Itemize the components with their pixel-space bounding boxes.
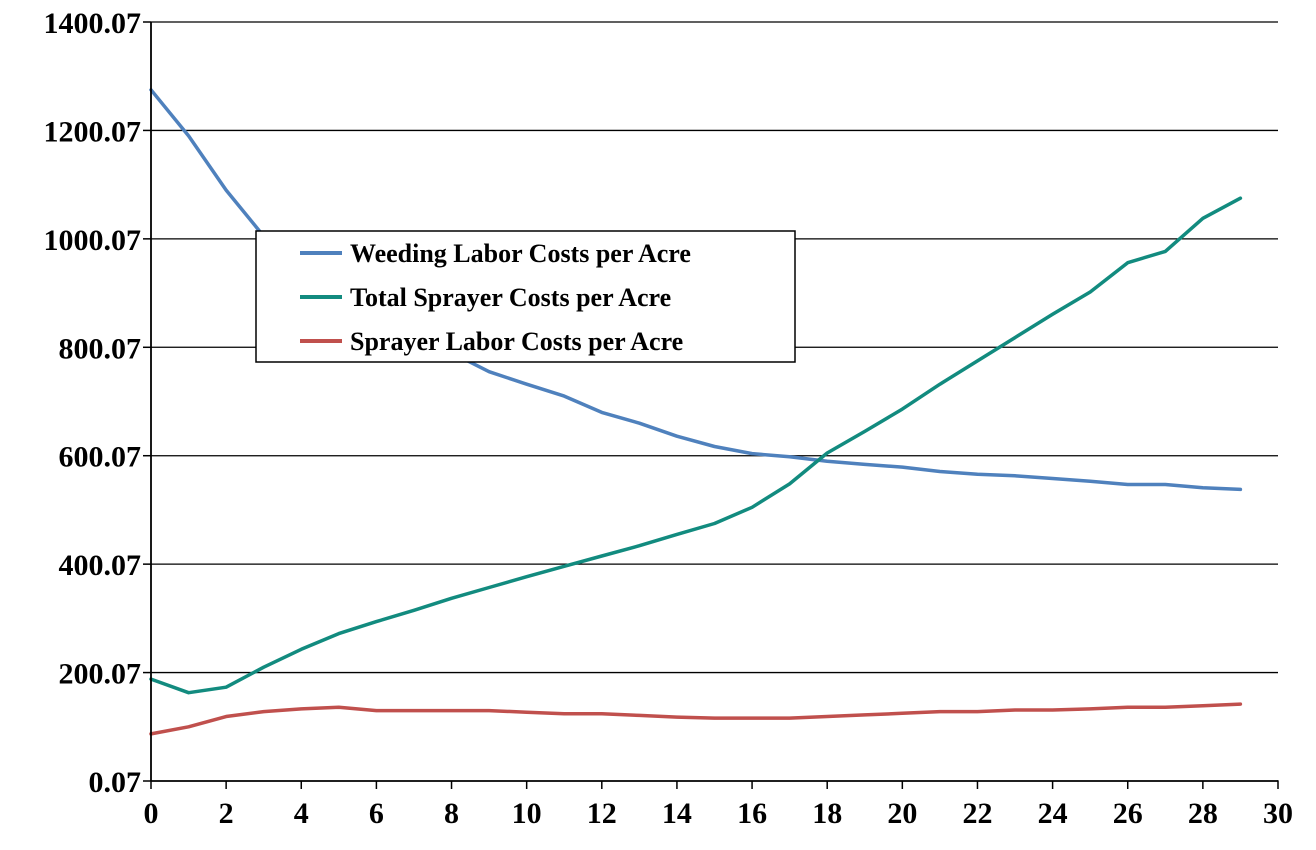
y-tick-label: 200.07 [59,658,142,691]
legend-label-total-sprayer: Total Sprayer Costs per Acre [350,283,671,312]
x-tick-label: 6 [369,797,384,830]
y-tick-label: 1000.07 [44,224,142,257]
series-line-sprayer-labor [149,702,1243,736]
x-tick-label: 20 [887,797,917,830]
legend-label-sprayer-labor: Sprayer Labor Costs per Acre [350,327,683,356]
legend-label-weeding: Weeding Labor Costs per Acre [350,239,691,268]
x-tick-label: 26 [1113,797,1143,830]
x-tick-label: 2 [219,797,234,830]
x-tick-label: 30 [1263,797,1293,830]
x-tick-label: 8 [444,797,459,830]
x-tick-label: 16 [737,797,767,830]
y-tick-label: 400.07 [59,549,142,582]
legend: Weeding Labor Costs per Acre Total Spray… [255,230,796,363]
series-line-total-sprayer [149,196,1243,695]
x-tick-label: 24 [1038,797,1068,830]
y-tick-label: 600.07 [59,441,142,474]
x-tick-label: 18 [812,797,842,830]
y-tick-label: 1200.07 [44,115,142,148]
y-tick-label: 1400.07 [44,7,142,40]
x-tick-label: 0 [144,797,159,830]
series-lines [149,88,1243,736]
x-tick-label: 4 [294,797,309,830]
x-tick-label: 10 [512,797,542,830]
x-tick-label: 12 [587,797,617,830]
x-tick-label: 14 [662,797,692,830]
y-tick-label: 800.07 [59,332,142,365]
axes [143,21,1279,789]
x-tick-label: 28 [1188,797,1218,830]
y-tick-label: 0.07 [89,766,142,799]
y-tick-labels: 0.07 200.07 400.07 600.07 800.07 1000.07 1200.… [44,7,142,799]
legend-box [255,230,796,363]
x-tick-labels: 0 2 4 6 8 10 12 14 16 18 20 22 24 26 28 30 [144,797,1294,830]
x-tick-label: 22 [962,797,992,830]
